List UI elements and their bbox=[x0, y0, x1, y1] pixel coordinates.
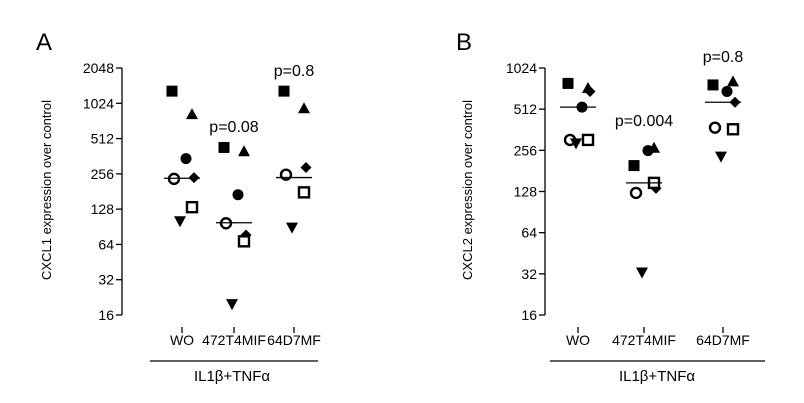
data-point-filled-triangle-down bbox=[174, 216, 186, 228]
panel-label: A bbox=[36, 29, 52, 56]
data-point-filled-circle bbox=[642, 145, 654, 157]
y-tick-label: 32 bbox=[98, 272, 114, 288]
x-tick-label: WO bbox=[170, 332, 194, 348]
x-tick-label: 472T4MIF bbox=[202, 332, 266, 348]
data-point-filled-triangle-up bbox=[298, 102, 310, 114]
y-tick-label: 512 bbox=[91, 131, 115, 147]
data-point-filled-square bbox=[562, 77, 574, 89]
y-tick-label: 32 bbox=[521, 266, 537, 282]
data-point-filled-square bbox=[166, 85, 178, 97]
data-point-filled-diamond bbox=[584, 85, 596, 97]
y-tick-label: 256 bbox=[91, 166, 115, 182]
data-point-filled-circle bbox=[180, 153, 192, 165]
y-tick-label: 64 bbox=[98, 236, 114, 252]
y-tick-label: 256 bbox=[514, 142, 538, 158]
panel-a: A CXCL1 expression over control IL1β+TNF… bbox=[36, 29, 321, 385]
data-point-filled-triangle-up bbox=[186, 108, 198, 120]
data-point-filled-diamond bbox=[300, 162, 312, 174]
p-value-annotation: p=0.8 bbox=[274, 63, 315, 80]
y-tick-label: 128 bbox=[514, 184, 538, 200]
y-tick-label: 128 bbox=[91, 201, 115, 217]
group-label: IL1β+TNFα bbox=[619, 368, 695, 385]
data-point-open-square bbox=[581, 133, 595, 147]
data-point-filled-triangle-down bbox=[715, 151, 727, 163]
data-point-filled-circle bbox=[721, 85, 733, 97]
data-point-filled-triangle-up bbox=[727, 75, 739, 87]
data-point-filled-triangle-down bbox=[226, 299, 238, 311]
y-tick-label: 512 bbox=[514, 101, 538, 117]
data-point-open-circle bbox=[629, 186, 643, 200]
data-point-filled-square bbox=[628, 160, 640, 172]
data-point-filled-square bbox=[218, 141, 230, 153]
p-value-annotation: p=0.08 bbox=[209, 119, 258, 136]
data-point-filled-triangle-up bbox=[238, 145, 250, 157]
x-tick-label: WO bbox=[566, 332, 590, 348]
data-point-filled-square bbox=[278, 85, 290, 97]
panel-b: B CXCL2 expression over control IL1β+TNF… bbox=[456, 29, 765, 385]
data-point-open-square bbox=[726, 123, 740, 136]
x-tick-label: 64D7MF bbox=[696, 332, 750, 348]
p-value-annotation: p=0.004 bbox=[615, 113, 673, 130]
data-point-filled-triangle-down bbox=[570, 138, 582, 150]
group-label: IL1β+TNFα bbox=[194, 368, 270, 385]
y-axis-label: CXCL1 expression over control bbox=[39, 100, 54, 280]
panel-label: B bbox=[456, 29, 472, 56]
data-point-filled-triangle-down bbox=[286, 222, 298, 234]
x-tick-label: 64D7MF bbox=[267, 332, 321, 348]
y-tick-label: 1024 bbox=[506, 60, 537, 76]
data-point-open-circle bbox=[167, 172, 181, 186]
y-tick-label: 16 bbox=[98, 307, 114, 323]
y-axis-label: CXCL2 expression over control bbox=[460, 100, 475, 280]
y-tick-label: 16 bbox=[521, 307, 537, 323]
y-tick-label: 2048 bbox=[83, 60, 114, 76]
data-point-filled-circle bbox=[232, 189, 244, 201]
data-point-filled-triangle-down bbox=[636, 267, 648, 279]
data-point-open-square bbox=[237, 235, 251, 248]
p-value-annotation: p=0.8 bbox=[703, 49, 744, 66]
data-point-open-square bbox=[185, 200, 199, 214]
data-point-filled-square bbox=[707, 79, 719, 91]
data-point-open-square bbox=[297, 186, 311, 199]
y-tick-label: 1024 bbox=[83, 95, 114, 111]
x-tick-label: 472T4MIF bbox=[612, 332, 676, 348]
data-point-open-circle bbox=[708, 121, 722, 134]
y-tick-label: 64 bbox=[521, 225, 537, 241]
